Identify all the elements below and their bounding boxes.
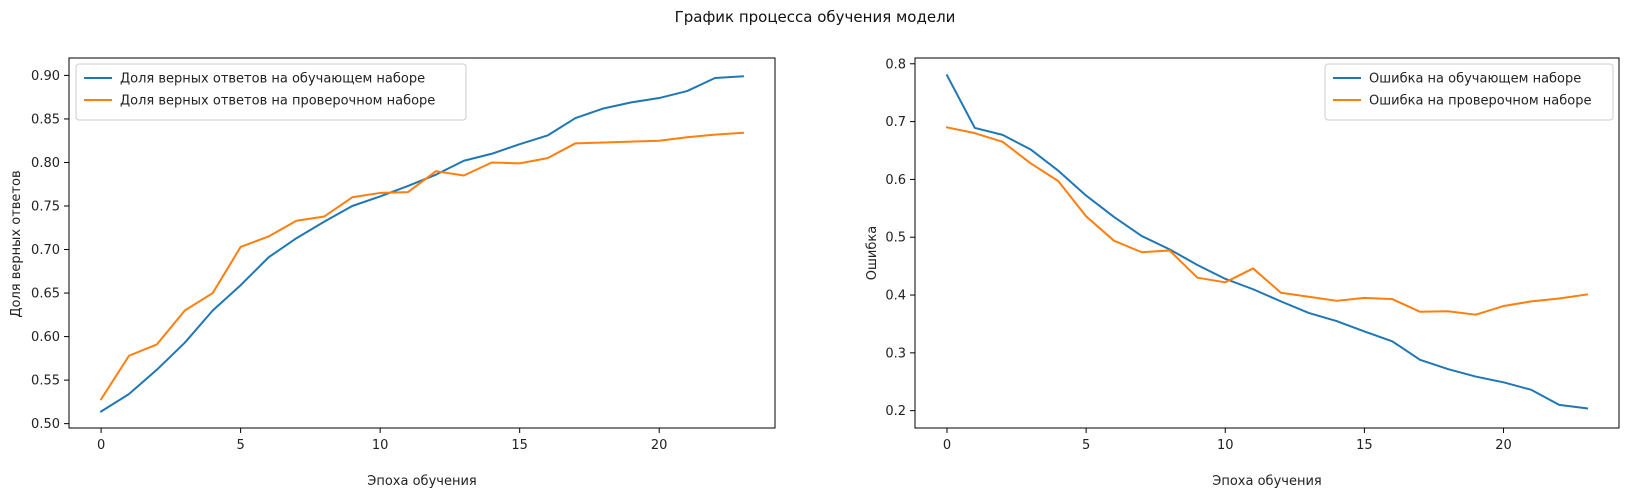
- accuracy-x-tick-label: 20: [651, 438, 668, 453]
- loss-y-tick-label: 0.8: [885, 57, 906, 72]
- accuracy-axes-frame: [68, 57, 776, 429]
- accuracy-y-tick-label: 0.80: [31, 156, 60, 171]
- loss-axes-frame: [914, 57, 1620, 429]
- accuracy-y-tick-label: 0.55: [31, 374, 60, 389]
- loss-x-tick-label: 20: [1495, 438, 1512, 453]
- loss-series-line-2: [945, 126, 1589, 316]
- accuracy-y-tick-label: 0.75: [31, 200, 60, 215]
- accuracy-series-line-2: [99, 131, 744, 401]
- loss-x-tick-label: 10: [1217, 438, 1234, 453]
- accuracy-y-tick-label: 0.60: [31, 330, 60, 345]
- accuracy-legend-label-1: Доля верных ответов на обучающем наборе: [120, 72, 425, 87]
- accuracy-x-tick-label: 15: [511, 438, 528, 453]
- accuracy-legend: [75, 63, 467, 121]
- accuracy-x-axis-title: Эпоха обучения: [367, 474, 476, 489]
- accuracy-x-tick-label: 0: [97, 438, 105, 453]
- accuracy-chart: Эпоха обучения Доля верных ответов 0 5 10 1…: [9, 57, 776, 489]
- accuracy-y-tick-label: 0.85: [31, 112, 60, 127]
- loss-y-tick-label: 0.3: [885, 346, 906, 361]
- accuracy-y-tick-label: 0.50: [31, 417, 60, 432]
- loss-x-tick-label: 0: [943, 438, 951, 453]
- accuracy-x-tick-label: 10: [372, 438, 389, 453]
- loss-x-tick-label: 15: [1356, 438, 1373, 453]
- accuracy-y-axis-title: Доля верных ответов: [9, 170, 24, 317]
- accuracy-series-line-1: [99, 75, 744, 413]
- loss-series-line-1: [945, 73, 1589, 410]
- loss-legend-label-1: Ошибка на обучающем наборе: [1369, 72, 1581, 87]
- loss-y-tick-label: 0.6: [885, 173, 906, 188]
- loss-x-axis-title: Эпоха обучения: [1212, 474, 1321, 489]
- loss-chart: Эпоха обучения Ошибка 0 5 10 15 20 0.2 0.3 0.4 0…: [865, 57, 1620, 489]
- loss-legend: [1324, 63, 1614, 121]
- loss-y-tick-label: 0.5: [885, 231, 906, 246]
- loss-y-tick-label: 0.4: [885, 289, 906, 304]
- loss-x-tick-label: 5: [1082, 438, 1090, 453]
- accuracy-y-tick-label: 0.90: [31, 69, 60, 84]
- figure-title: График процесса обучения модели: [675, 8, 956, 26]
- accuracy-x-tick-label: 5: [236, 438, 244, 453]
- loss-y-axis-title: Ошибка: [865, 226, 880, 280]
- accuracy-legend-label-2: Доля верных ответов на проверочном набор…: [120, 94, 435, 109]
- loss-y-tick-label: 0.7: [885, 115, 906, 130]
- accuracy-y-tick-label: 0.70: [31, 243, 60, 258]
- loss-legend-label-2: Ошибка на проверочном наборе: [1369, 94, 1591, 109]
- accuracy-y-tick-label: 0.65: [31, 287, 60, 302]
- loss-y-tick-label: 0.2: [885, 404, 906, 419]
